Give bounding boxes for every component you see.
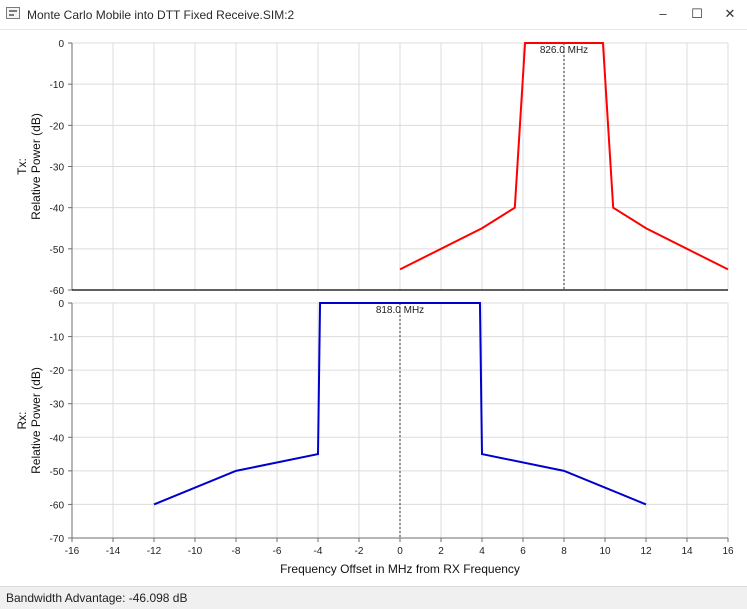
- close-button[interactable]: ✕: [724, 6, 736, 21]
- maximize-button[interactable]: ☐: [691, 6, 703, 21]
- rx-y-tick-label: -70: [50, 534, 65, 545]
- tx-y-tick-label: -10: [50, 80, 65, 91]
- app-window-icon: [6, 7, 20, 19]
- rx-y-tick-label: -40: [50, 433, 65, 444]
- status-bar: Bandwidth Advantage: -46.098 dB: [0, 586, 747, 609]
- x-tick-label: 2: [438, 546, 444, 557]
- rx-y-tick-label: 0: [58, 299, 64, 310]
- x-tick-label: -8: [232, 546, 241, 557]
- x-tick-label: -6: [273, 546, 282, 557]
- tx-y-tick-label: -20: [50, 121, 65, 132]
- tx-y-tick-label: -40: [50, 204, 65, 215]
- x-tick-label: 12: [640, 546, 652, 557]
- tx-y-tick-label: 0: [58, 39, 64, 50]
- x-tick-label: -16: [65, 546, 80, 557]
- x-tick-label: 4: [479, 546, 485, 557]
- rx-y-tick-label: -30: [50, 400, 65, 411]
- rx-y-tick-label: -50: [50, 467, 65, 478]
- x-tick-label: 14: [681, 546, 693, 557]
- x-tick-label: -4: [314, 546, 323, 557]
- x-tick-label: 16: [722, 546, 734, 557]
- tx-y-tick-label: -60: [50, 286, 65, 297]
- x-tick-label: -14: [106, 546, 121, 557]
- x-tick-label: 10: [599, 546, 611, 557]
- bandwidth-advantage-status: Bandwidth Advantage: -46.098 dB: [6, 591, 188, 605]
- x-tick-label: -10: [188, 546, 203, 557]
- tx-y-axis-title-line2: Relative Power (dB): [29, 113, 43, 220]
- window-title: Monte Carlo Mobile into DTT Fixed Receiv…: [27, 8, 295, 22]
- minimize-button[interactable]: ‒: [659, 6, 667, 21]
- tx-panel: 0 -10 -20 -30 -40 -50 -60 Tx: Relative Power (dB…: [15, 39, 729, 297]
- tx-frequency-marker-label: 826.0 MHz: [540, 45, 588, 56]
- tx-y-tick-label: -50: [50, 245, 65, 256]
- tx-spectrum-line: [399, 42, 729, 271]
- rx-y-tick-label: -60: [50, 500, 65, 511]
- rx-frequency-marker-label: 818.0 MHz: [376, 305, 424, 316]
- title-bar: Monte Carlo Mobile into DTT Fixed Receiv…: [0, 0, 747, 30]
- x-tick-label: 8: [561, 546, 567, 557]
- tx-y-tick-label: -30: [50, 163, 65, 174]
- rx-y-axis-title-line2: Relative Power (dB): [29, 367, 43, 474]
- rx-y-tick-label: -20: [50, 366, 65, 377]
- x-axis-title: Frequency Offset in MHz from RX Frequenc…: [280, 562, 520, 576]
- chart-area: 0 -10 -20 -30 -40 -50 -60 Tx: Relative Power (dB…: [0, 30, 747, 586]
- x-tick-label: -12: [147, 546, 162, 557]
- x-tick-label: 6: [520, 546, 526, 557]
- x-tick-label: 0: [397, 546, 403, 557]
- x-tick-label: -2: [355, 546, 364, 557]
- rx-y-tick-label: -10: [50, 333, 65, 344]
- tx-y-axis-title-line1: Tx:: [15, 158, 29, 175]
- rx-y-axis-title-line1: Rx:: [15, 412, 29, 430]
- rx-spectrum-line: [153, 302, 647, 506]
